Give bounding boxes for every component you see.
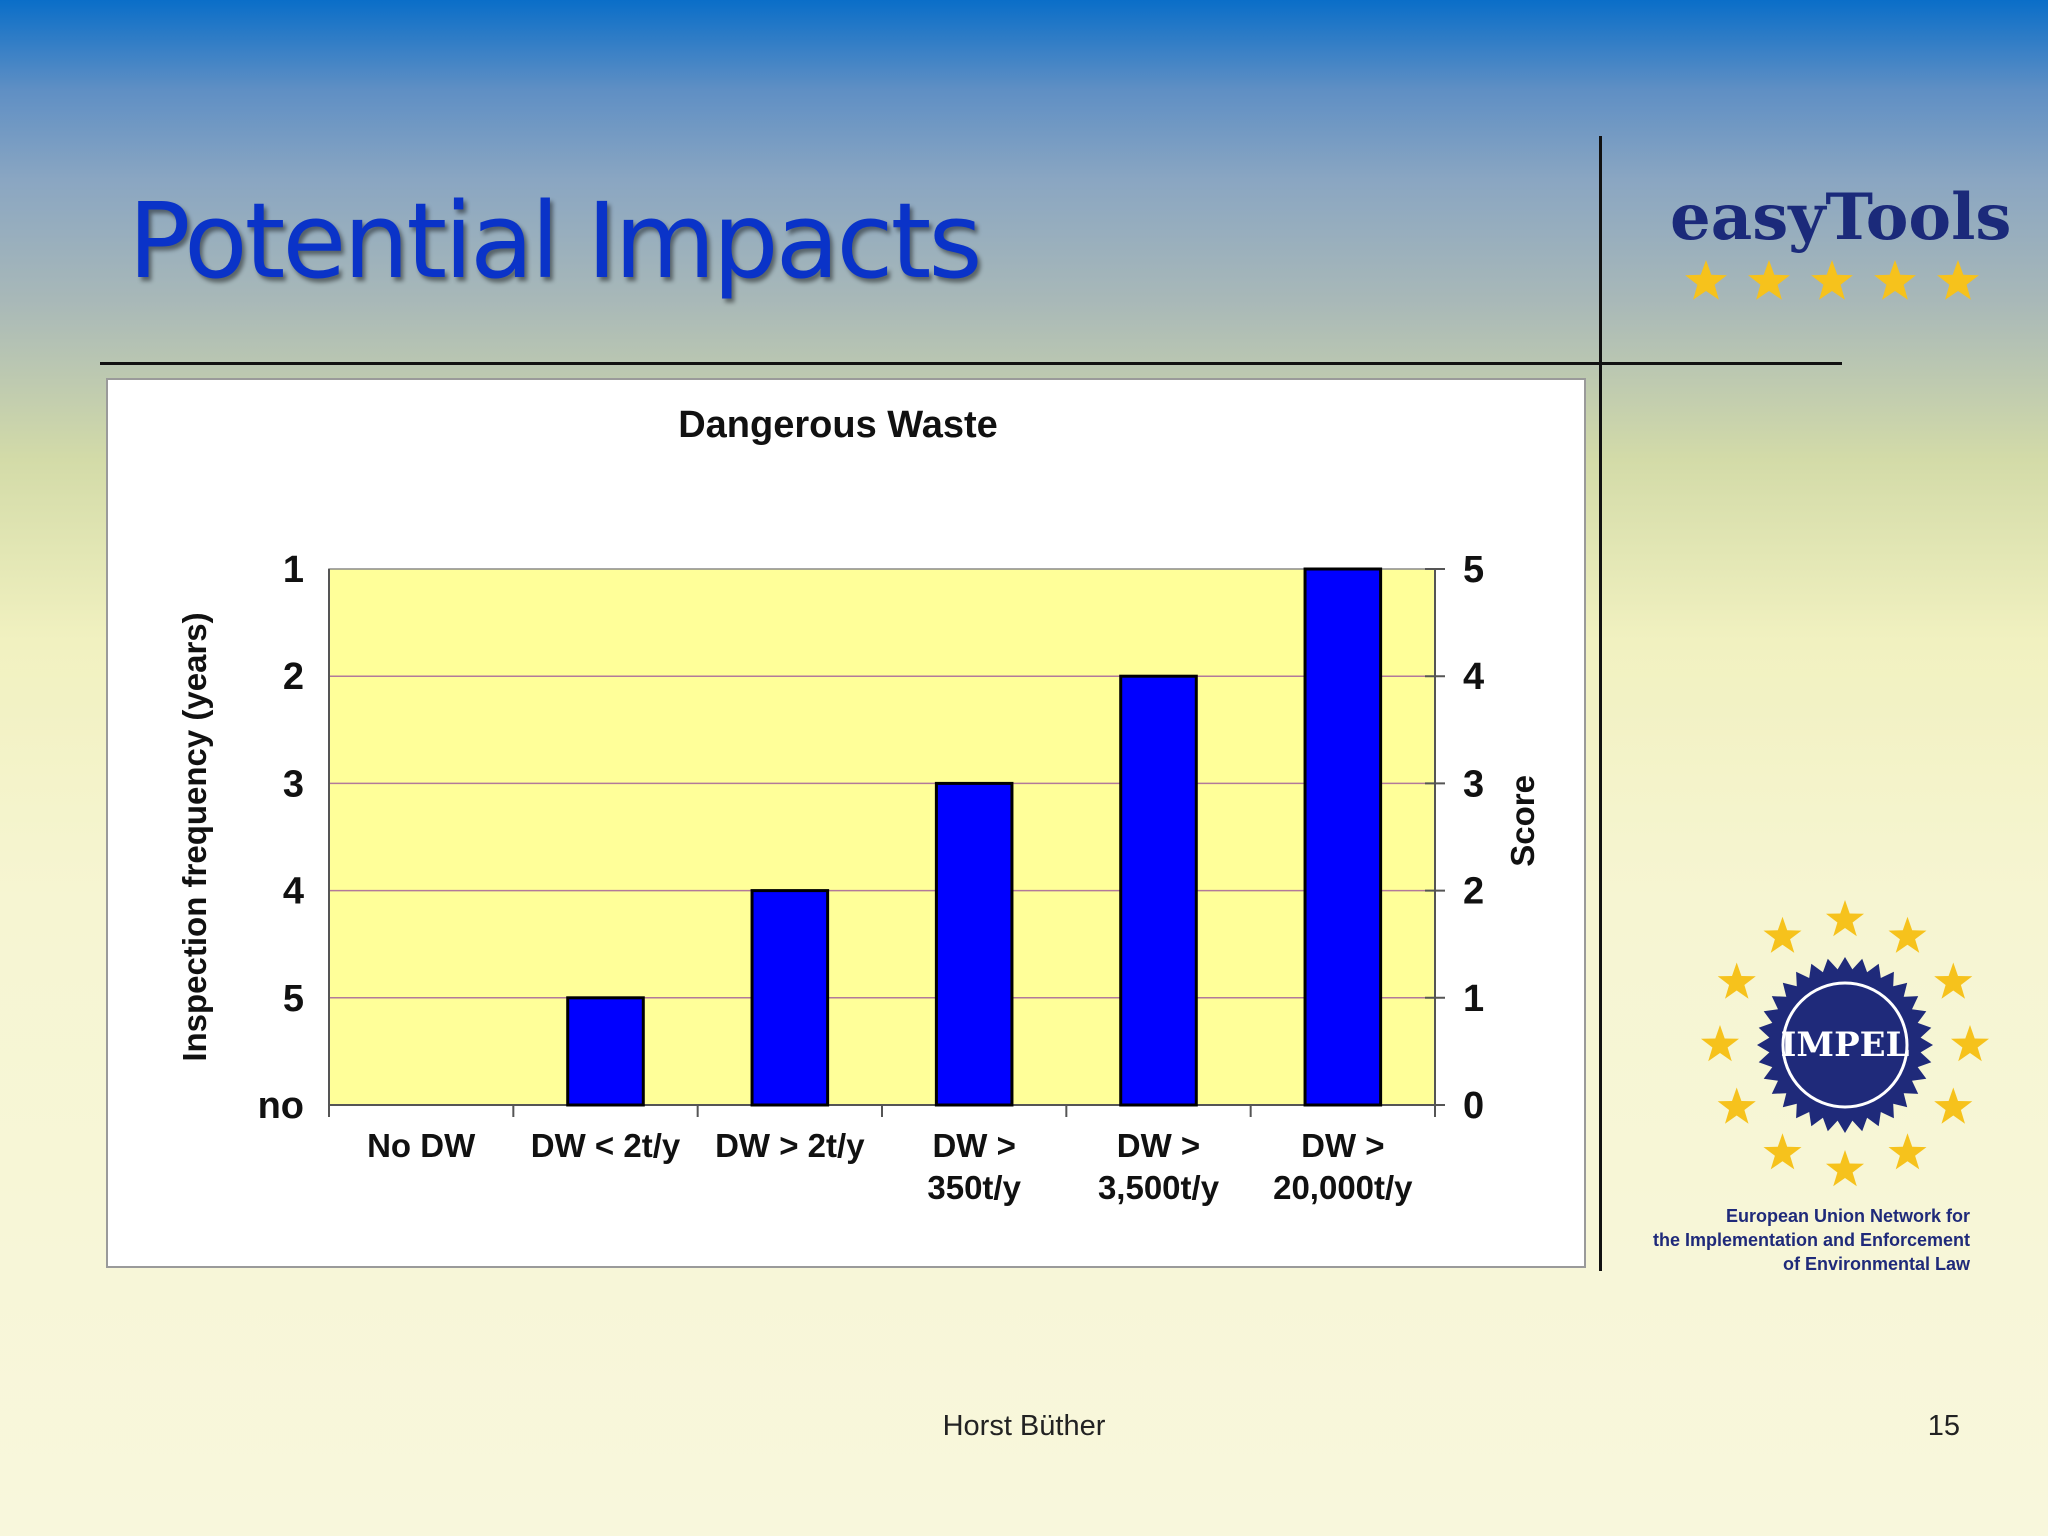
category-label: DW >20,000t/y bbox=[1273, 1127, 1413, 1206]
plot-area bbox=[328, 568, 1436, 1106]
impel-logo-wordmark: IMPEL bbox=[1781, 1025, 1910, 1065]
left-tick-label: 1 bbox=[283, 549, 304, 591]
eu-star-icon bbox=[1826, 1150, 1864, 1187]
right-tick-label: 4 bbox=[1463, 656, 1484, 698]
right-tick-label: 0 bbox=[1463, 1085, 1484, 1127]
eu-star-icon bbox=[1951, 1025, 1989, 1062]
brand-star-icon bbox=[1685, 260, 1727, 300]
page-number: 15 bbox=[1927, 1410, 1960, 1442]
y2-axis-title: Score bbox=[1504, 775, 1541, 867]
category-label: DW >350t/y bbox=[927, 1127, 1021, 1206]
category-label: No DW bbox=[367, 1127, 476, 1164]
eu-star-icon bbox=[1701, 1025, 1739, 1062]
left-tick-label: 4 bbox=[283, 871, 304, 913]
eu-star-icon bbox=[1763, 1133, 1802, 1170]
brand-stars-icon bbox=[1685, 260, 1979, 300]
left-tick-label: no bbox=[258, 1085, 304, 1127]
bar-chart: Dangerous Waste no 5 4 3 2 1 0 1 2 3 4 5 Inspection f… bbox=[176, 404, 1541, 1206]
eu-star-icon bbox=[1826, 900, 1864, 937]
chart-title: Dangerous Waste bbox=[678, 404, 998, 446]
eu-star-icon bbox=[1763, 916, 1802, 953]
eu-star-icon bbox=[1717, 1087, 1756, 1124]
brand-star-icon bbox=[1748, 260, 1790, 300]
bar bbox=[934, 781, 1014, 1107]
impel-caption: European Union Network for the Implement… bbox=[1652, 1206, 1970, 1274]
eu-star-icon bbox=[1888, 1133, 1927, 1170]
left-tick-label: 3 bbox=[283, 763, 304, 805]
y-axis-title: Inspection frequency (years) bbox=[176, 612, 213, 1061]
eu-star-icon bbox=[1888, 916, 1927, 953]
bar bbox=[750, 889, 830, 1107]
impel-logo: IMPEL bbox=[1701, 900, 1989, 1187]
bar bbox=[1119, 674, 1198, 1107]
brand-wordmark: easyTools bbox=[1670, 180, 2012, 255]
chart-panel: Dangerous Waste no 5 4 3 2 1 0 1 2 3 4 5 Inspection f… bbox=[106, 378, 1586, 1268]
brand-star-icon bbox=[1811, 260, 1853, 300]
slide-title: Potential Impacts bbox=[128, 180, 983, 302]
eu-star-icon bbox=[1717, 962, 1756, 999]
brand-star-icon bbox=[1874, 260, 1916, 300]
bar bbox=[1303, 567, 1383, 1107]
right-tick-label: 1 bbox=[1463, 978, 1484, 1020]
eu-star-icon bbox=[1934, 962, 1973, 999]
category-label: DW > 2t/y bbox=[715, 1127, 865, 1164]
right-tick-label: 2 bbox=[1463, 871, 1484, 913]
right-tick-label: 3 bbox=[1463, 763, 1484, 805]
left-tick-label: 2 bbox=[283, 656, 304, 698]
eu-star-icon bbox=[1934, 1087, 1973, 1124]
left-tick-label: 5 bbox=[283, 978, 304, 1020]
vertical-divider bbox=[1599, 136, 1602, 1271]
category-label: DW < 2t/y bbox=[531, 1127, 681, 1164]
horizontal-divider bbox=[100, 362, 1842, 365]
category-label: DW >3,500t/y bbox=[1098, 1127, 1220, 1206]
bar bbox=[566, 996, 645, 1107]
right-tick-label: 5 bbox=[1463, 549, 1484, 591]
brand-star-icon bbox=[1937, 260, 1979, 300]
footer-author: Horst Büther bbox=[942, 1410, 1106, 1442]
